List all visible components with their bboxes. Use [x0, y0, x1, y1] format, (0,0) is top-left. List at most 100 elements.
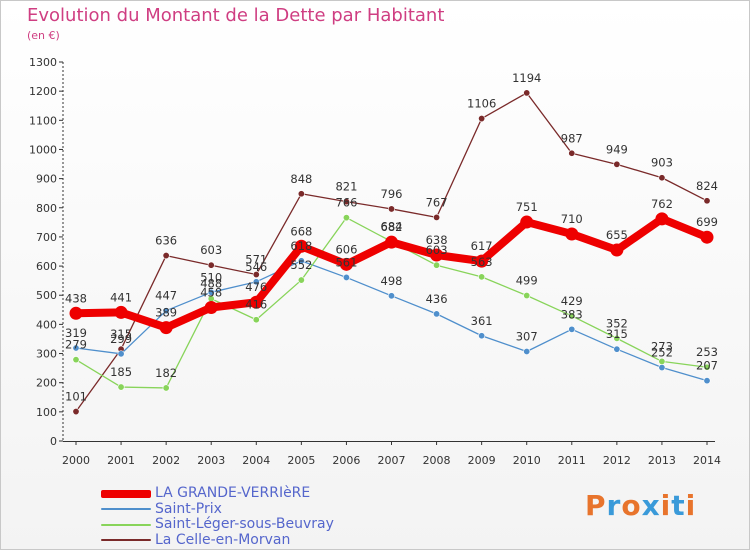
data-label: 546: [245, 260, 267, 274]
data-point: [117, 350, 125, 358]
data-point: [430, 248, 444, 262]
data-point: [342, 198, 350, 206]
legend-label: La Celle-en-Morvan: [155, 531, 291, 548]
chart-unit-label: (en €): [27, 29, 60, 42]
data-point: [700, 230, 714, 244]
data-label: 101: [65, 390, 87, 404]
data-point: [655, 212, 669, 226]
data-point: [478, 332, 486, 340]
data-point: [613, 334, 621, 342]
logo-letter: t: [671, 489, 686, 522]
data-point: [159, 321, 173, 335]
data-point: [610, 243, 624, 257]
data-label: 603: [200, 243, 222, 257]
x-tick-label: 2011: [558, 454, 586, 467]
data-label: 447: [155, 289, 177, 303]
data-point: [475, 254, 489, 268]
data-label: 824: [696, 179, 718, 193]
data-point: [433, 310, 441, 318]
y-tick-label: 500: [36, 289, 57, 302]
legend-item: La Celle-en-Morvan: [101, 531, 334, 549]
data-label: 848: [290, 172, 312, 186]
data-point: [207, 261, 215, 269]
data-point: [249, 295, 263, 309]
logo-letter: x: [641, 489, 661, 522]
data-point: [658, 364, 666, 372]
data-point: [385, 235, 398, 249]
data-label: 299: [110, 332, 132, 346]
data-label: 668: [290, 224, 312, 238]
data-point: [568, 325, 576, 333]
data-label: 655: [606, 228, 628, 242]
data-point: [523, 347, 531, 355]
proxiti-logo: Proxiti: [585, 489, 696, 522]
x-tick-label: 2009: [468, 454, 496, 467]
data-point: [162, 252, 170, 260]
data-point: [613, 160, 621, 168]
y-tick-label: 1200: [29, 85, 57, 98]
y-tick-label: 1000: [29, 143, 57, 156]
data-label: 617: [471, 239, 493, 253]
data-label: 383: [561, 307, 583, 321]
data-point: [703, 363, 711, 371]
data-label: 1106: [467, 97, 496, 111]
data-label: 638: [426, 233, 448, 247]
x-tick-label: 2008: [423, 454, 451, 467]
data-point: [69, 306, 83, 320]
data-point: [294, 239, 308, 253]
data-label: 606: [335, 242, 357, 256]
data-point: [613, 345, 621, 353]
data-point: [342, 273, 350, 281]
data-label: 476: [245, 280, 267, 294]
data-point: [523, 89, 531, 97]
data-label: 185: [110, 365, 132, 379]
data-point: [387, 205, 395, 213]
data-point: [339, 257, 353, 271]
data-label: 821: [335, 180, 357, 194]
data-point: [478, 115, 486, 123]
data-label: 441: [110, 290, 132, 304]
legend-label: Saint-Léger-sous-Beuvray: [155, 516, 334, 533]
data-label: 618: [290, 239, 312, 253]
data-label: 429: [561, 294, 583, 308]
data-point: [387, 292, 395, 300]
x-tick-label: 2004: [242, 454, 270, 467]
data-label: 949: [606, 142, 628, 156]
data-point: [162, 384, 170, 392]
data-label: 361: [471, 314, 493, 328]
data-point: [117, 383, 125, 391]
y-tick-label: 800: [36, 202, 57, 215]
x-tick-label: 2014: [693, 454, 721, 467]
logo-letter: i: [685, 489, 697, 522]
data-point: [568, 149, 576, 157]
y-tick-label: 1100: [29, 114, 57, 127]
data-label: 699: [696, 215, 718, 229]
data-label: 438: [65, 291, 87, 305]
data-point: [433, 261, 441, 269]
data-point: [703, 197, 711, 205]
data-label: 571: [245, 253, 267, 267]
data-point: [72, 408, 80, 416]
data-point: [433, 213, 441, 221]
legend-swatch: [101, 523, 151, 526]
data-label: 352: [606, 316, 628, 330]
data-point: [204, 300, 218, 314]
logo-letter: i: [660, 489, 672, 522]
data-label: 182: [155, 366, 177, 380]
y-tick-label: 700: [36, 231, 57, 244]
legend-label: Saint-Prix: [155, 500, 222, 517]
logo-letter: r: [606, 489, 622, 522]
x-tick-label: 2000: [62, 454, 90, 467]
data-label: 253: [696, 345, 718, 359]
data-point: [297, 190, 305, 198]
logo-letter: P: [585, 489, 607, 522]
data-label: 561: [335, 255, 357, 269]
legend-swatch: [101, 508, 151, 511]
data-point: [114, 305, 128, 319]
data-point: [252, 278, 260, 286]
data-label: 563: [471, 255, 493, 269]
data-label: 762: [651, 197, 673, 211]
legend-swatch: [101, 489, 151, 498]
